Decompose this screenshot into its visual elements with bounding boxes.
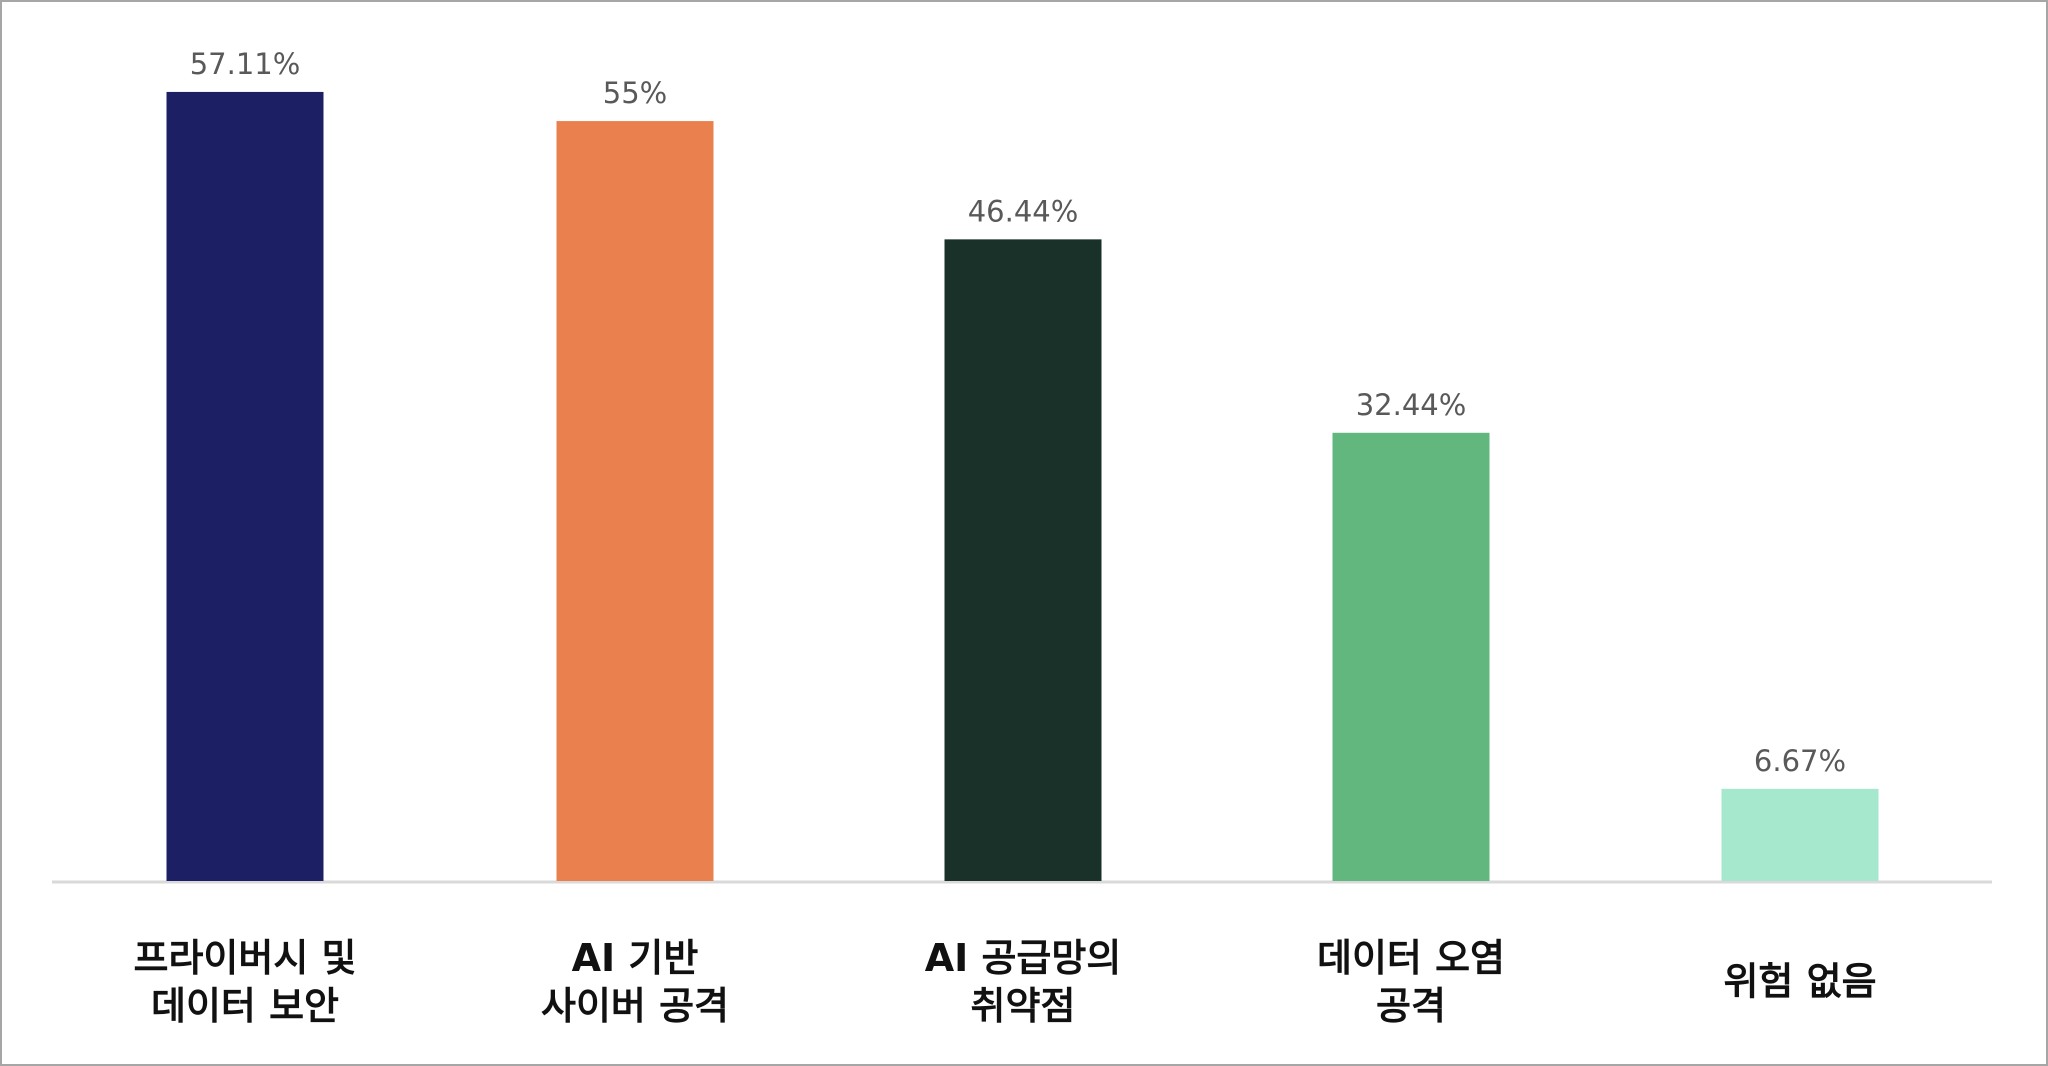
x-tick-label: AI 공급망의 취약점	[925, 936, 1122, 1028]
bar	[1721, 788, 1879, 881]
x-tick-label: 위험 없음	[1723, 960, 1876, 1004]
x-tick-label: 프라이버시 및 데이터 보안	[134, 936, 357, 1028]
value-label: 57.11%	[190, 47, 301, 81]
value-label: 55%	[603, 76, 667, 110]
value-label: 32.44%	[1356, 388, 1467, 422]
value-label: 46.44%	[968, 194, 1079, 228]
bar	[556, 121, 714, 882]
value-label: 6.67%	[1754, 744, 1846, 778]
x-tick-label: 데이터 오염 공격	[1317, 936, 1505, 1028]
bar	[1332, 432, 1490, 881]
x-tick-label: AI 기반 사이버 공격	[541, 936, 729, 1028]
bar	[166, 91, 324, 881]
bar	[944, 239, 1102, 881]
